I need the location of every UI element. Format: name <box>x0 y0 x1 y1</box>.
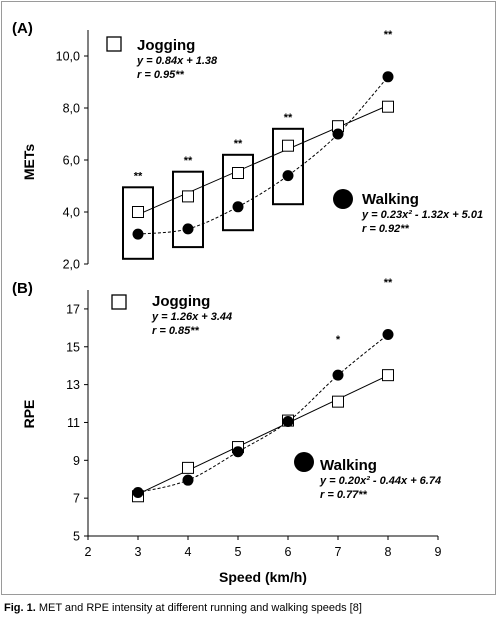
y-tick-label: 2,0 <box>63 258 80 272</box>
legend-walking-r: r = 0.92** <box>362 223 410 235</box>
legend-walking-equation: y = 0.23x² - 1.32x + 5.01 <box>361 209 483 221</box>
walking-point <box>332 369 344 381</box>
x-tick-label: 5 <box>235 545 242 559</box>
x-tick-label: 2 <box>85 545 92 559</box>
walking-point <box>232 446 244 458</box>
significance-mark: ** <box>184 155 193 167</box>
y-tick-label: 7 <box>73 492 80 506</box>
legend-walking-r: r = 0.77** <box>320 489 368 501</box>
significance-mark: ** <box>284 112 293 124</box>
y-tick-label: 4,0 <box>63 206 80 220</box>
y-tick-label: 10,0 <box>56 50 80 64</box>
significance-mark: ** <box>134 171 143 183</box>
x-tick-label: 7 <box>335 545 342 559</box>
jogging-point <box>232 167 244 179</box>
legend-walking-equation: y = 0.20x² - 0.44x + 6.74 <box>319 475 441 487</box>
panel-a-label: (A) <box>12 20 33 37</box>
x-tick-label: 6 <box>285 545 292 559</box>
figure-svg: (A) METs 2,0 4,0 6,0 8,0 10,0 ** ** ** ** ** Jog… <box>12 20 483 585</box>
panel-b-legend-jogging: Jogging y = 1.26x + 3.44 r = 0.85** <box>111 293 232 337</box>
jogging-point <box>182 461 194 474</box>
panel-b-y-ticks: 5 7 9 11 13 15 17 <box>66 302 88 544</box>
panel-b-x-ticks: 2 3 4 5 6 7 8 9 <box>85 536 442 559</box>
jogging-point <box>182 190 194 203</box>
significance-mark: ** <box>384 277 393 289</box>
walking-point <box>382 328 394 340</box>
jogging-fit-line <box>137 374 389 495</box>
range-box <box>122 186 154 260</box>
legend-jogging-name: Jogging <box>137 37 195 54</box>
panel-b-markers <box>132 328 394 503</box>
significance-mark: ** <box>234 138 243 150</box>
walking-point <box>282 416 294 428</box>
legend-jogging-equation: y = 0.84x + 1.38 <box>136 55 218 67</box>
walking-point <box>332 128 344 140</box>
x-tick-label: 8 <box>385 545 392 559</box>
legend-jogging-r: r = 0.95** <box>137 69 185 81</box>
walking-point <box>382 71 394 83</box>
walking-point <box>282 170 294 182</box>
jogging-fit-line <box>137 104 389 216</box>
range-box <box>222 153 254 232</box>
y-tick-label: 11 <box>67 416 80 430</box>
y-tick-label: 6,0 <box>63 154 80 168</box>
legend-circle-icon <box>333 189 353 209</box>
walking-point <box>232 201 244 213</box>
legend-circle-icon <box>294 452 314 472</box>
legend-walking-name: Walking <box>320 457 377 474</box>
y-tick-label: 17 <box>66 302 80 316</box>
panel-a: (A) METs 2,0 4,0 6,0 8,0 10,0 ** ** ** ** ** Jog… <box>12 20 483 272</box>
jogging-point <box>132 206 144 218</box>
panel-a-fit-lines <box>137 76 389 235</box>
legend-square-icon <box>111 294 127 310</box>
walking-point <box>132 486 144 498</box>
figure-frame <box>1 1 496 595</box>
y-tick-label: 5 <box>73 530 80 544</box>
panel-a-boxes <box>122 127 304 260</box>
y-tick-label: 8,0 <box>63 102 80 116</box>
panel-a-significance: ** ** ** ** ** <box>134 29 393 183</box>
y-tick-label: 15 <box>66 340 80 354</box>
legend-square-icon <box>106 36 122 52</box>
legend-walking-name: Walking <box>362 191 419 208</box>
y-tick-label: 13 <box>66 378 80 392</box>
walking-point <box>182 474 194 486</box>
x-tick-label: 9 <box>435 545 442 559</box>
jogging-point <box>382 100 394 113</box>
panel-b-y-label: RPE <box>21 400 37 429</box>
panel-b-label: (B) <box>12 280 33 297</box>
y-tick-label: 9 <box>73 454 80 468</box>
walking-point <box>132 228 144 240</box>
panel-b-x-label: Speed (km/h) <box>219 569 307 585</box>
x-tick-label: 4 <box>185 545 192 559</box>
jogging-point <box>382 369 394 382</box>
panel-b-legend-walking: Walking y = 0.20x² - 0.44x + 6.74 r = 0.… <box>294 452 441 501</box>
legend-jogging-equation: y = 1.26x + 3.44 <box>151 311 232 323</box>
caption-label: Fig. 1. <box>4 602 36 614</box>
legend-jogging-r: r = 0.85** <box>152 325 200 337</box>
significance-mark: ** <box>384 29 393 41</box>
figure-caption: Fig. 1. MET and RPE intensity at differe… <box>4 602 362 614</box>
walking-point <box>182 223 194 235</box>
walking-fit-curve <box>137 76 389 235</box>
caption-text: MET and RPE intensity at different runni… <box>38 602 362 614</box>
range-box <box>172 170 204 249</box>
panel-a-y-label: METs <box>21 144 37 181</box>
panel-a-markers <box>132 71 394 240</box>
panel-a-legend-jogging: Jogging y = 0.84x + 1.38 r = 0.95** <box>106 36 218 81</box>
jogging-point <box>332 395 344 408</box>
significance-mark: * <box>336 334 341 346</box>
walking-fit-curve <box>137 334 389 493</box>
legend-jogging-name: Jogging <box>152 293 210 310</box>
panel-b-significance: *** <box>336 277 393 346</box>
x-tick-label: 3 <box>135 545 142 559</box>
panel-b-fit-lines <box>137 334 389 495</box>
panel-a-y-ticks: 2,0 4,0 6,0 8,0 10,0 <box>56 50 88 272</box>
panel-a-legend-walking: Walking y = 0.23x² - 1.32x + 5.01 r = 0.… <box>333 189 483 235</box>
range-box <box>272 127 304 206</box>
jogging-point <box>282 139 294 152</box>
